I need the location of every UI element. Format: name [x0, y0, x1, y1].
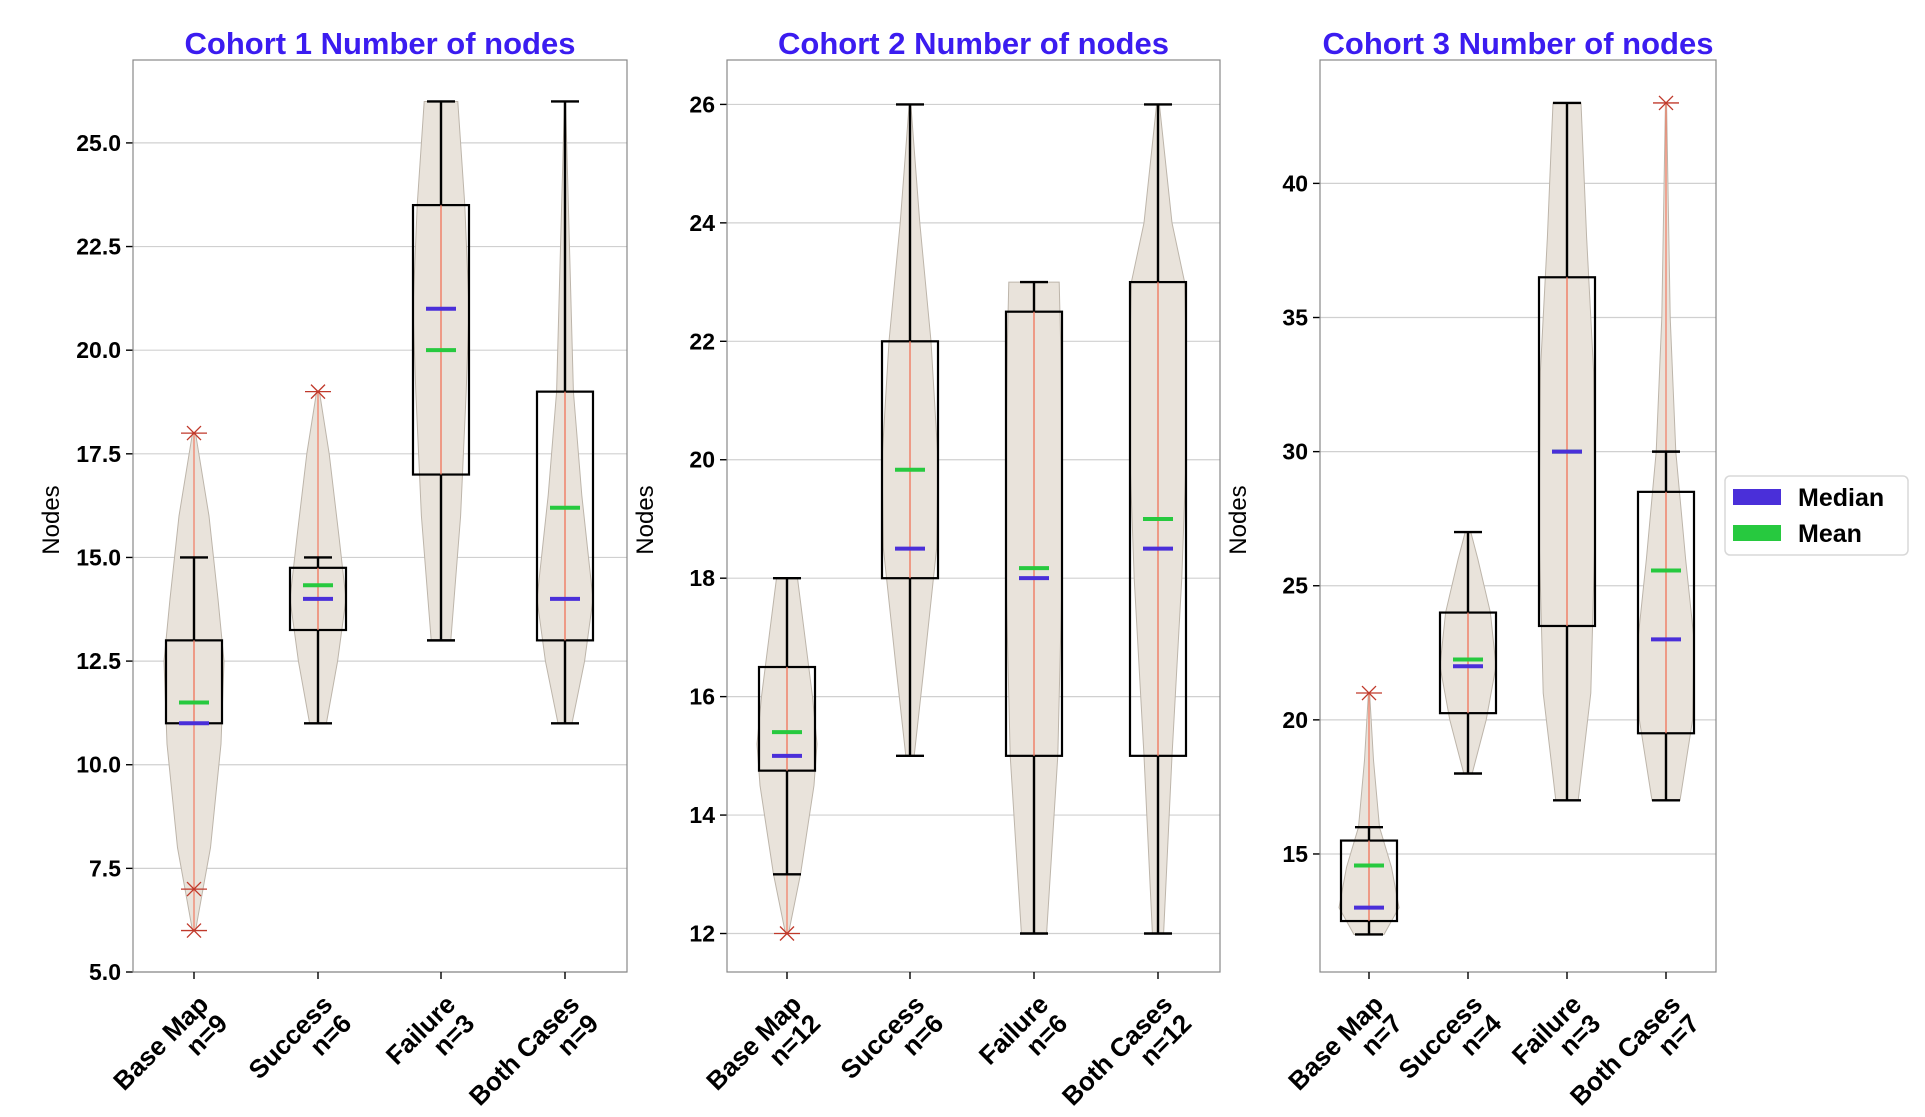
plot-frame	[726, 59, 1221, 973]
extreme-marker	[305, 384, 331, 400]
y-tick-label: 20.0	[76, 337, 121, 363]
y-tick-label: 35	[1282, 305, 1308, 331]
y-tick-label: 30	[1282, 439, 1308, 465]
y-tick-label: 7.5	[89, 855, 121, 881]
y-tick-label: 10.0	[76, 752, 121, 778]
chart-title: Cohort 2 Number of nodes	[778, 26, 1169, 61]
y-tick-label: 18	[689, 565, 715, 591]
legend-label-mean: Mean	[1798, 520, 1862, 548]
y-tick-label: 25	[1282, 573, 1308, 599]
extreme-marker	[1653, 95, 1679, 111]
y-tick-label: 22	[689, 328, 715, 354]
chart-panel-3: 15 20 25 30 35 40 Cohort 3 Number of nodes Node…	[1225, 26, 1717, 1111]
y-axis-label: Nodes	[38, 485, 65, 554]
y-axis-label: Nodes	[1225, 485, 1252, 554]
y-tick-label: 17.5	[76, 441, 121, 467]
extreme-marker	[181, 881, 207, 897]
y-tick-label: 12	[689, 921, 715, 947]
y-tick-label: 16	[689, 684, 715, 710]
extreme-marker	[181, 425, 207, 441]
y-tick-label: 22.5	[76, 234, 121, 260]
legend-label-median: Median	[1798, 484, 1884, 512]
y-tick-label: 15.0	[76, 544, 121, 570]
extreme-marker	[774, 926, 800, 941]
extreme-marker	[1356, 685, 1382, 701]
chart-title: Cohort 3 Number of nodes	[1323, 26, 1714, 61]
chart-title: Cohort 1 Number of nodes	[185, 26, 576, 61]
legend: Median Mean	[1724, 475, 1909, 556]
y-tick-label: 24	[689, 210, 715, 236]
mean-legend-swatch	[1733, 525, 1781, 541]
plot-frame	[132, 59, 628, 973]
y-tick-label: 40	[1282, 170, 1308, 196]
chart-panel-1: 5.0 7.5 10.0 12.5 15.0 17.5 20.0 22.5 25.0 Cohort…	[38, 26, 628, 1111]
y-tick-label: 26	[689, 91, 715, 117]
y-tick-label: 25.0	[76, 130, 121, 156]
plot-frame	[1319, 59, 1717, 973]
chart-panel-2: 12 14 16 18 20 22 24 26 Cohort 2 Number of nodes…	[632, 26, 1221, 1111]
y-tick-label: 12.5	[76, 648, 121, 674]
extreme-marker	[181, 923, 207, 939]
y-tick-label: 14	[689, 802, 715, 828]
y-tick-label: 20	[689, 447, 715, 473]
y-axis-label: Nodes	[632, 485, 659, 554]
y-tick-label: 5.0	[89, 959, 121, 985]
median-legend-swatch	[1733, 489, 1781, 505]
y-tick-label: 15	[1282, 841, 1308, 867]
y-tick-label: 20	[1282, 707, 1308, 733]
